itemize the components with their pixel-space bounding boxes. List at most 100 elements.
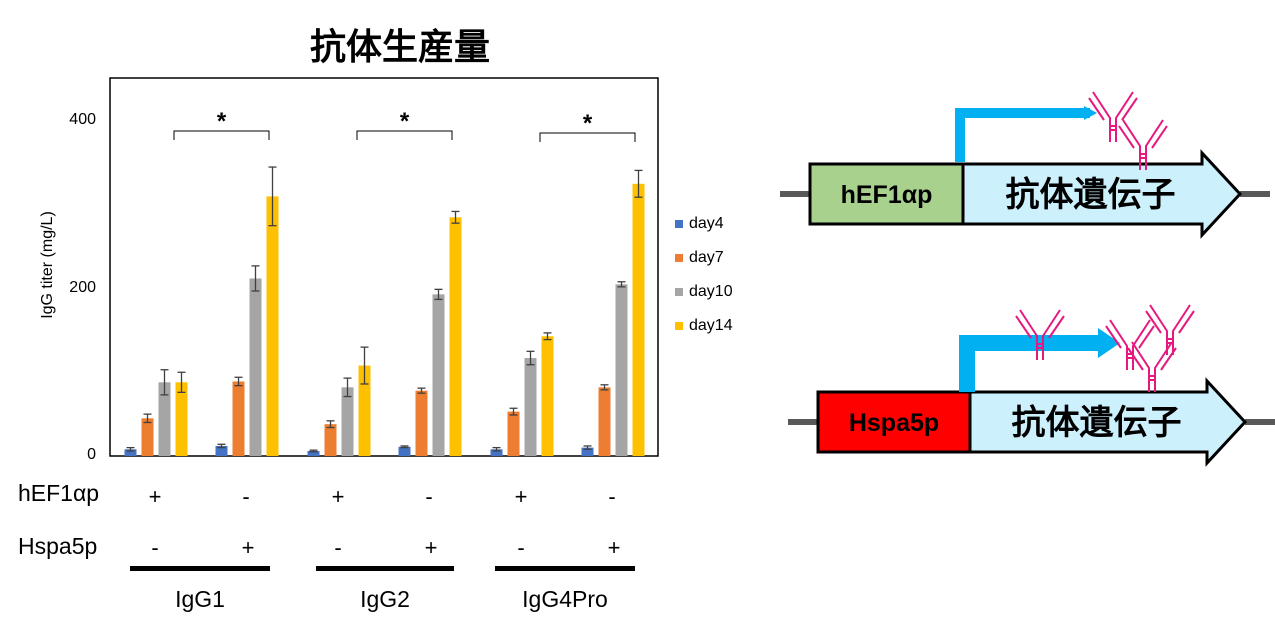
row-sign: + bbox=[148, 484, 162, 509]
group-bar bbox=[495, 566, 635, 571]
legend-item: day10 bbox=[675, 275, 733, 309]
significance-bracket bbox=[539, 132, 636, 142]
row-sign: - bbox=[242, 484, 250, 509]
antibody-chain bbox=[1109, 319, 1128, 370]
antibody-chain bbox=[1151, 125, 1168, 149]
row-sign: + bbox=[424, 535, 438, 560]
significance-star: * bbox=[217, 108, 227, 135]
antibody-chain bbox=[1105, 325, 1122, 349]
antibody-icon bbox=[1088, 91, 1138, 142]
bar bbox=[324, 424, 337, 456]
bar bbox=[541, 336, 554, 456]
promoter-label: hEF1αp bbox=[841, 181, 933, 209]
group-label-igg1: IgG1 bbox=[175, 586, 225, 612]
bar bbox=[581, 447, 594, 456]
row-sign: + bbox=[514, 484, 528, 509]
promoter-box bbox=[816, 390, 972, 454]
row-sign: - bbox=[608, 484, 616, 509]
antibody-chain bbox=[1042, 309, 1061, 360]
transcription-arrow bbox=[959, 335, 1100, 392]
bar bbox=[215, 445, 228, 456]
gene-label: 抗体遺伝子 bbox=[1012, 403, 1182, 443]
antibody-chain bbox=[1154, 341, 1173, 392]
bar bbox=[432, 294, 445, 456]
bar bbox=[449, 217, 462, 456]
row-sign: + bbox=[331, 484, 345, 509]
bar bbox=[307, 450, 320, 456]
antibody-icon bbox=[1127, 341, 1177, 392]
antibody-chain bbox=[1121, 97, 1138, 121]
row-sign: - bbox=[334, 535, 342, 560]
bar bbox=[141, 418, 154, 456]
legend-item: day14 bbox=[675, 309, 733, 343]
legend: day4 day7 day10 day14 bbox=[675, 207, 733, 343]
antibody-chain bbox=[1048, 315, 1065, 339]
antibody-icon bbox=[1015, 309, 1065, 360]
antibody-chain bbox=[1019, 309, 1038, 360]
group-label-igg2: IgG2 bbox=[360, 586, 410, 612]
bar bbox=[158, 382, 171, 456]
chart-title: 抗体生産量 bbox=[309, 27, 490, 68]
antibody-chain bbox=[1132, 319, 1151, 370]
promoter-box bbox=[808, 162, 965, 226]
antibody-chain bbox=[1115, 91, 1134, 142]
bar bbox=[232, 381, 245, 456]
significance-star: * bbox=[583, 110, 593, 137]
row-sign: - bbox=[425, 484, 433, 509]
legend-swatch bbox=[675, 322, 683, 330]
antibody-chain bbox=[1160, 347, 1177, 371]
bar bbox=[124, 449, 137, 456]
antibody-chain bbox=[1088, 97, 1105, 121]
antibody-chain bbox=[1172, 304, 1191, 355]
y-tick-label: 200 bbox=[69, 279, 96, 296]
transcription-arrow bbox=[955, 108, 1090, 162]
legend-label: day7 bbox=[689, 249, 724, 266]
bar bbox=[415, 390, 428, 456]
significance-star: * bbox=[400, 108, 410, 135]
legend-swatch bbox=[675, 254, 683, 262]
antibody-chain bbox=[1015, 315, 1032, 339]
antibody-chain bbox=[1131, 341, 1150, 392]
bar bbox=[249, 278, 262, 456]
gene-label: 抗体遺伝子 bbox=[1006, 175, 1176, 215]
row-sign: + bbox=[607, 535, 621, 560]
gene-arrow bbox=[968, 377, 1248, 467]
bar bbox=[175, 382, 188, 456]
transcription-arrowhead bbox=[1098, 328, 1120, 358]
legend-label: day4 bbox=[689, 215, 724, 232]
legend-label: day10 bbox=[689, 283, 733, 300]
group-label-igg4pro: IgG4Pro bbox=[522, 586, 608, 612]
y-tick-label: 400 bbox=[69, 111, 96, 128]
bar bbox=[507, 411, 520, 456]
bar bbox=[341, 387, 354, 456]
antibody-chain bbox=[1145, 119, 1164, 170]
bar bbox=[358, 365, 371, 456]
row-label-hef1ap: hEF1αp bbox=[18, 480, 100, 506]
legend-swatch bbox=[675, 220, 683, 228]
antibody-chain bbox=[1178, 310, 1195, 334]
bar bbox=[398, 446, 411, 456]
legend-label: day14 bbox=[689, 317, 733, 334]
antibody-chain bbox=[1118, 125, 1135, 149]
antibody-chain bbox=[1138, 325, 1155, 349]
group-bar bbox=[130, 566, 270, 571]
bar bbox=[490, 449, 503, 456]
antibody-chain bbox=[1145, 310, 1162, 334]
gene-arrow bbox=[961, 149, 1243, 239]
antibody-chain bbox=[1122, 119, 1141, 170]
bar bbox=[524, 358, 537, 456]
antibody-icon bbox=[1105, 319, 1155, 370]
y-tick-label: 0 bbox=[87, 446, 96, 463]
bar bbox=[632, 183, 645, 456]
legend-swatch bbox=[675, 288, 683, 296]
significance-bracket bbox=[173, 130, 270, 140]
bar bbox=[615, 284, 628, 456]
row-label-hspa5p: Hspa5p bbox=[18, 533, 98, 559]
antibody-chain bbox=[1149, 304, 1168, 355]
group-bar bbox=[316, 566, 454, 571]
antibody-icon bbox=[1118, 119, 1168, 170]
antibody-icon bbox=[1145, 304, 1195, 355]
legend-item: day7 bbox=[675, 241, 733, 275]
promoter-label: Hspa5p bbox=[849, 409, 939, 437]
